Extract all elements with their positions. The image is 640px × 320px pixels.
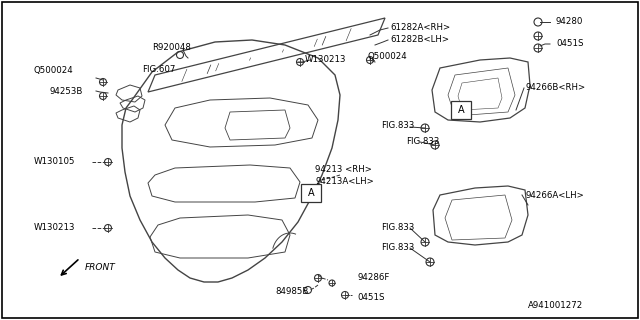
Text: 61282B<LH>: 61282B<LH> [390, 36, 449, 44]
Text: 84985B: 84985B [275, 286, 308, 295]
Text: 94280: 94280 [556, 18, 584, 27]
Text: R920048: R920048 [152, 44, 191, 52]
Text: FIG.833: FIG.833 [381, 121, 414, 130]
Text: Q500024: Q500024 [368, 52, 408, 61]
Text: W130105: W130105 [34, 157, 76, 166]
Text: A: A [458, 105, 464, 115]
Text: 94253B: 94253B [50, 87, 83, 97]
FancyBboxPatch shape [451, 101, 471, 119]
FancyBboxPatch shape [301, 184, 321, 202]
Text: W130213: W130213 [34, 223, 76, 233]
Text: A: A [308, 188, 314, 198]
Text: 61282A<RH>: 61282A<RH> [390, 23, 450, 33]
Text: FIG.833: FIG.833 [381, 223, 414, 233]
Text: Q500024: Q500024 [34, 66, 74, 75]
Text: 94286F: 94286F [357, 274, 389, 283]
Text: 94266A<LH>: 94266A<LH> [526, 190, 585, 199]
Text: FRONT: FRONT [85, 263, 116, 273]
Text: 94266B<RH>: 94266B<RH> [526, 84, 586, 92]
Text: FIG.833: FIG.833 [381, 244, 414, 252]
Text: 0451S: 0451S [556, 39, 584, 49]
Text: A941001272: A941001272 [528, 301, 583, 310]
Text: W130213: W130213 [305, 55, 346, 65]
Text: 0451S: 0451S [357, 293, 385, 302]
Text: 94213A<LH>: 94213A<LH> [315, 178, 374, 187]
Text: FIG.607: FIG.607 [142, 66, 175, 75]
Text: 94213 <RH>: 94213 <RH> [315, 165, 372, 174]
Text: FIG.833: FIG.833 [406, 138, 440, 147]
